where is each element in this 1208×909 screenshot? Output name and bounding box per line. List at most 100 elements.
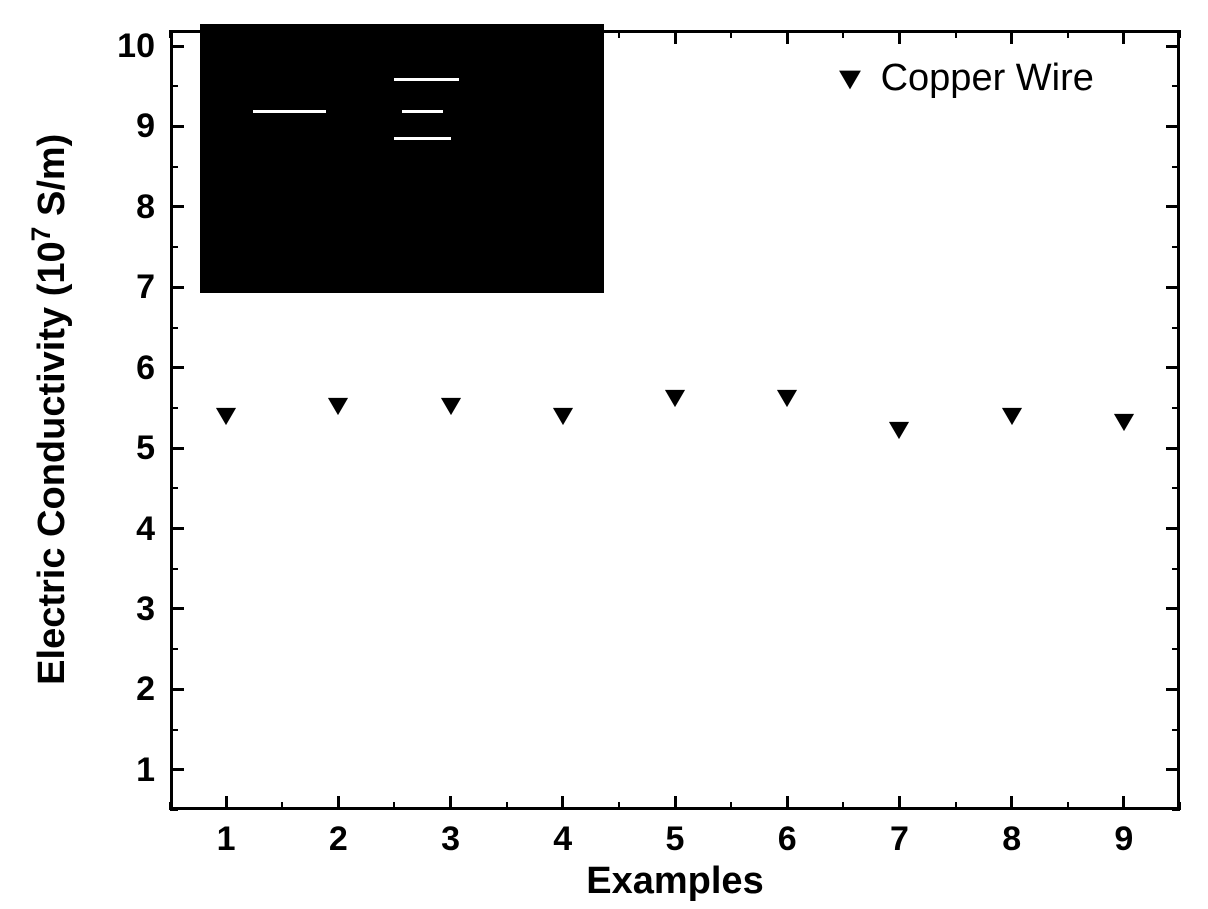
x-tick [337,796,340,810]
y-tick-right [1166,45,1180,48]
y-tick-right [1166,768,1180,771]
y-minor-tick [170,327,178,329]
inset-feature [253,110,326,113]
x-minor-tick [730,802,732,810]
y-tick-right [1166,125,1180,128]
x-tick [898,796,901,810]
inset-image [200,24,604,293]
y-tick-label: 5 [100,429,155,468]
data-point [551,403,575,432]
x-tick-label: 1 [196,820,256,859]
x-tick-top [786,30,789,44]
y-minor-tick-right [1172,487,1180,489]
x-tick-top [1122,30,1125,44]
x-tick-top [1010,30,1013,44]
x-minor-tick-top [281,30,283,38]
y-minor-tick [170,487,178,489]
y-tick [170,607,184,610]
inset-feature [394,78,459,81]
y-tick [170,366,184,369]
x-tick-top [337,30,340,44]
y-tick-label: 3 [100,590,155,629]
y-minor-tick [170,166,178,168]
x-tick-label: 7 [869,820,929,859]
x-tick-label: 4 [533,820,593,859]
y-tick-label: 9 [100,107,155,146]
y-tick-label: 10 [100,27,155,66]
y-tick-right [1166,688,1180,691]
x-minor-tick [393,802,395,810]
y-tick [170,45,184,48]
data-point [887,418,911,447]
x-tick-label: 3 [421,820,481,859]
x-minor-tick [1179,802,1181,810]
x-minor-tick-top [842,30,844,38]
x-minor-tick [842,802,844,810]
triangle-down-icon [837,66,863,92]
data-point [326,393,350,422]
x-tick-label: 2 [308,820,368,859]
x-minor-tick [281,802,283,810]
data-point [439,393,463,422]
y-minor-tick [170,85,178,87]
legend: Copper Wire [837,57,1094,100]
y-tick-label: 4 [100,510,155,549]
y-minor-tick-right [1172,568,1180,570]
y-minor-tick-right [1172,729,1180,731]
y-tick-right [1166,366,1180,369]
x-minor-tick [506,802,508,810]
y-tick [170,447,184,450]
y-axis-label: Electric Conductivity (107 S/m) [26,165,74,685]
x-tick-top [674,30,677,44]
x-tick [561,796,564,810]
y-tick-right [1166,286,1180,289]
x-minor-tick-top [955,30,957,38]
x-tick [674,796,677,810]
x-minor-tick-top [1067,30,1069,38]
y-label-prefix: Electric Conductivity (10 [31,241,73,684]
x-minor-tick [169,802,171,810]
x-tick-top [561,30,564,44]
x-tick-top [225,30,228,44]
data-point [1000,403,1024,432]
y-minor-tick-right [1172,85,1180,87]
x-tick [1010,796,1013,810]
chart-container: Electric Conductivity (107 S/m) Examples… [0,0,1208,909]
x-minor-tick-top [393,30,395,38]
x-tick-label: 6 [757,820,817,859]
x-tick-label: 9 [1094,820,1154,859]
y-label-suffix: S/m) [31,134,73,227]
x-minor-tick [955,802,957,810]
y-tick-label: 2 [100,670,155,709]
x-tick [786,796,789,810]
inset-feature [402,110,442,113]
data-point [1112,410,1136,439]
y-tick-right [1166,527,1180,530]
y-minor-tick [170,729,178,731]
y-tick-right [1166,205,1180,208]
y-minor-tick [170,568,178,570]
x-tick-top [898,30,901,44]
x-minor-tick-top [730,30,732,38]
y-tick-label: 7 [100,268,155,307]
inset-feature [394,137,451,140]
x-tick [225,796,228,810]
x-tick-label: 8 [982,820,1042,859]
y-tick-label: 6 [100,349,155,388]
data-point [214,403,238,432]
x-minor-tick [1067,802,1069,810]
x-minor-tick-top [169,30,171,38]
data-point [663,385,687,414]
y-label-exp: 7 [26,227,56,242]
y-tick-label: 1 [100,751,155,790]
y-minor-tick-right [1172,327,1180,329]
y-tick-label: 8 [100,188,155,227]
x-minor-tick [618,802,620,810]
y-minor-tick-right [1172,166,1180,168]
x-tick [1122,796,1125,810]
y-minor-tick [170,246,178,248]
data-point [775,385,799,414]
y-tick-right [1166,607,1180,610]
x-minor-tick-top [1179,30,1181,38]
y-tick [170,286,184,289]
